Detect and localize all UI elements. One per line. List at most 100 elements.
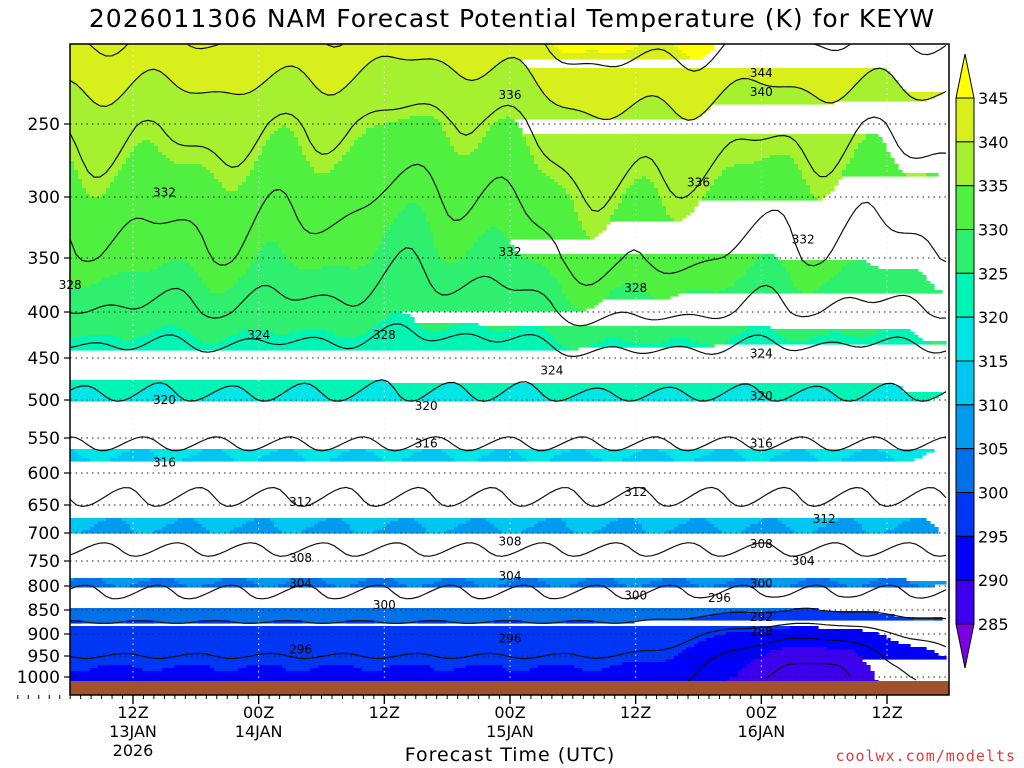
fill-cell — [130, 524, 167, 528]
fill-cell — [198, 338, 227, 342]
fill-cell — [182, 458, 235, 462]
fill-cell — [70, 290, 211, 294]
fill-cell — [346, 398, 403, 402]
contour-line-288 — [765, 662, 851, 679]
y-tick-label: 550 — [28, 429, 60, 449]
fill-cell — [246, 389, 287, 393]
fill-cell — [610, 293, 651, 297]
fill-cell — [446, 134, 487, 138]
fill-cell — [746, 458, 771, 462]
fill-cell — [674, 458, 695, 462]
fill-cell — [138, 581, 179, 585]
fill-cell — [610, 521, 639, 525]
fill-cell — [74, 161, 127, 165]
contour-label-text: 320 — [415, 399, 438, 413]
fill-cell — [250, 392, 283, 396]
fill-cell — [70, 332, 151, 336]
fill-cell — [626, 191, 659, 195]
fill-cell — [238, 668, 287, 672]
fill-cell — [506, 233, 587, 237]
fill-cell — [130, 527, 163, 531]
fill-cell — [70, 344, 563, 348]
fill-cell — [286, 257, 371, 261]
fill-cell — [86, 188, 107, 192]
fill-cell — [398, 119, 439, 123]
fill-cell — [566, 191, 627, 195]
fill-cell — [710, 614, 895, 618]
fill-cell — [786, 338, 811, 342]
fill-cell — [502, 230, 587, 234]
colorbar-swatch — [955, 579, 975, 625]
fill-cell — [782, 647, 827, 651]
fill-cell — [574, 206, 619, 210]
fill-cell — [850, 161, 895, 165]
fill-cell — [742, 332, 779, 336]
fill-cell — [286, 668, 311, 672]
fill-cell — [854, 83, 899, 87]
fill-cell — [746, 272, 791, 276]
fill-cell — [114, 179, 219, 183]
fill-cell — [806, 182, 839, 186]
fill-cell — [594, 620, 635, 624]
fill-cell — [442, 128, 491, 132]
fill-cell — [130, 83, 175, 87]
fill-cell — [430, 227, 491, 231]
colorbar-swatch — [955, 535, 975, 581]
fill-cell — [602, 527, 643, 531]
fill-cell — [634, 179, 651, 183]
y-tick-label: 250 — [28, 115, 60, 135]
fill-cell — [618, 581, 651, 585]
fill-cell — [838, 518, 855, 522]
fill-cell — [530, 146, 859, 150]
fill-cell — [254, 581, 287, 585]
credit-link[interactable]: coolwx.com/modelts — [835, 747, 1016, 765]
fill-cell — [542, 326, 751, 330]
fill-cell — [366, 65, 451, 69]
fill-cell — [794, 284, 823, 288]
fill-cell — [338, 335, 359, 339]
fill-cell — [866, 392, 907, 396]
fill-cell — [810, 338, 923, 342]
fill-cell — [470, 248, 515, 252]
fill-cell — [102, 278, 203, 282]
fill-cell — [194, 266, 251, 270]
fill-cell — [134, 665, 175, 669]
x-tick-label: 00Z — [746, 703, 777, 722]
fill-cell — [102, 392, 139, 396]
fill-cell — [498, 119, 515, 123]
fill-cell — [606, 524, 643, 528]
fill-cell — [478, 398, 491, 402]
fill-cell — [478, 146, 531, 150]
fill-cell — [386, 230, 431, 234]
fill-cell — [354, 140, 451, 144]
fill-cell — [490, 398, 551, 402]
contour-label-text: 308 — [499, 534, 522, 548]
fill-cell — [130, 86, 179, 90]
fill-cell — [226, 338, 555, 342]
fill-cell — [126, 89, 183, 93]
fill-cell — [90, 458, 111, 462]
fill-cell — [334, 164, 539, 168]
fill-cell — [74, 284, 91, 288]
fill-cell — [818, 527, 863, 531]
fill-cell — [234, 284, 563, 288]
colorbar-label: 330 — [978, 221, 1009, 240]
fill-cell — [734, 164, 799, 168]
contour-label: 316 — [415, 437, 438, 451]
fill-cell — [442, 329, 495, 333]
fill-cell — [866, 134, 879, 138]
fill-cell — [358, 71, 459, 75]
fill-cell — [302, 530, 355, 534]
fill-cell — [266, 242, 279, 246]
fill-cell — [222, 182, 243, 186]
fill-cell — [274, 131, 295, 135]
fill-cell — [198, 272, 247, 276]
fill-cell — [154, 143, 267, 147]
fill-cell — [798, 392, 835, 396]
fill-cell — [906, 392, 943, 396]
fill-cell — [570, 302, 599, 306]
fill-cell — [562, 344, 591, 348]
fill-cell — [430, 221, 583, 225]
fill-cell — [70, 398, 111, 402]
fill-cell — [474, 242, 511, 246]
